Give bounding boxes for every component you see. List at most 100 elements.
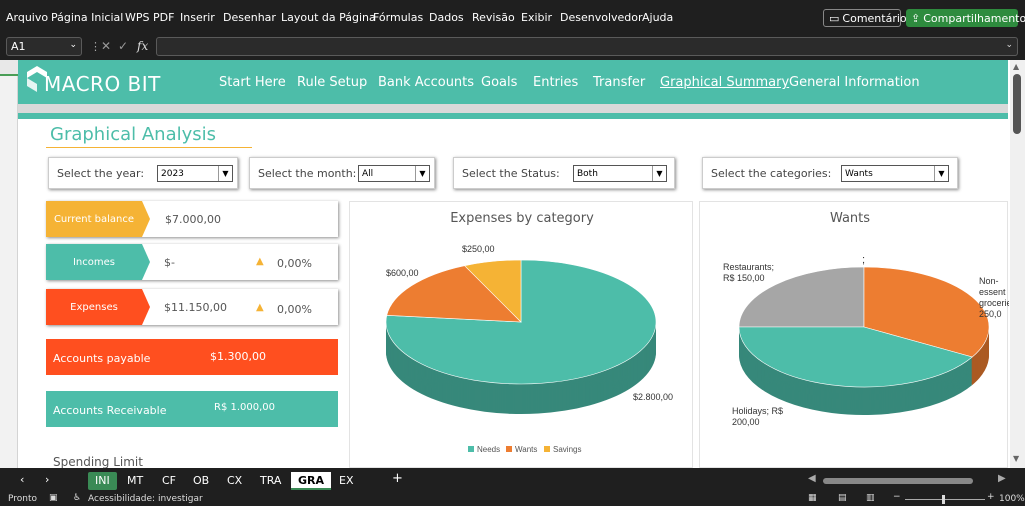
menu-desenvolvedor[interactable]: Desenvolvedor [560,11,643,24]
menu-layout[interactable]: Layout da Página [281,11,376,24]
comment-icon: ▭ [829,11,840,25]
nav-start-here[interactable]: Start Here [219,75,286,90]
add-sheet-icon[interactable]: + [392,471,403,486]
logo-text: MACRO BIT [44,72,161,96]
incomes-card: Incomes $- ▲ 0,00% [46,244,338,280]
dropdown-arrow-icon[interactable]: ▼ [934,166,948,181]
nav-goals[interactable]: Goals [481,75,518,90]
pie-chart-2: Restaurants; R$ 150,00 Holidays; R$ 200,00 N… [723,254,1009,427]
chevron-down-icon[interactable]: ⌄ [1005,40,1013,50]
chart-title: Wants [829,211,871,226]
formula-input[interactable]: ⌄ [156,37,1018,56]
dropdown-arrow-icon[interactable]: ▼ [218,166,232,181]
tab-ex[interactable]: EX [339,474,354,487]
data-label: $250,00 [462,244,495,254]
zoom-in-icon[interactable]: + [987,492,995,502]
nav-bank-accounts[interactable]: Bank Accounts [378,75,475,90]
nav-general-information[interactable]: General Information [789,75,920,90]
comments-button[interactable]: ▭ Comentários [823,9,912,27]
menu-revisao[interactable]: Revisão [472,11,515,24]
month-select-value: All [362,169,374,179]
share-button[interactable]: ⇪ Compartilhamento ▾ [906,9,1025,27]
status-select[interactable]: Both ▼ [573,165,667,182]
scroll-down-icon[interactable]: ▼ [1013,454,1020,463]
expenses-percent: 0,00% [277,303,312,316]
scroll-thumb[interactable] [1013,74,1021,134]
name-box[interactable]: A1 ⌄ [6,37,82,56]
menu-desenhar[interactable]: Desenhar [223,11,276,24]
page-layout-icon[interactable]: ▤ [838,493,847,503]
expenses-by-category-chart[interactable]: Expenses by category $2.800,00 $600,00 $25… [349,201,693,468]
menu-inserir[interactable]: Inserir [180,11,215,24]
confirm-icon[interactable]: ✓ [118,39,129,53]
selected-row-marker[interactable] [0,60,18,76]
month-filter: Select the month: All ▼ [249,157,435,189]
tab-mt[interactable]: MT [127,474,144,487]
accessibility-status[interactable]: Acessibilidade: investigar [88,494,203,504]
page-title: Graphical Analysis [50,124,217,145]
normal-view-icon[interactable]: ▦ [808,493,817,503]
accounts-payable-label: Accounts payable [53,352,151,365]
legend-label: Wants [515,445,537,454]
accounts-payable-card: Accounts payable $1.300,00 [46,339,338,375]
title-underline [46,147,252,148]
nav-entries[interactable]: Entries [533,75,579,90]
categories-select[interactable]: Wants ▼ [841,165,949,182]
zoom-slider[interactable] [905,499,985,500]
nav-rule-setup[interactable]: Rule Setup [297,75,368,90]
scroll-right-icon[interactable]: ▶ [998,473,1006,484]
incomes-label: Incomes [46,244,142,280]
menu-ajuda[interactable]: Ajuda [642,11,674,24]
tab-cx[interactable]: CX [227,474,243,487]
year-select[interactable]: 2023 ▼ [157,165,233,182]
status-filter-label: Select the Status: [462,167,560,180]
menu-formulas[interactable]: Fórmulas [373,11,424,24]
incomes-percent: 0,00% [277,257,312,270]
header-banner: MACRO BIT Start Here Rule Setup Bank Acc… [18,60,1008,104]
zoom-slider-thumb[interactable] [942,495,945,504]
header-accent-bar [18,113,1008,119]
triangle-up-icon: ▲ [256,256,264,267]
month-select[interactable]: All ▼ [358,165,430,182]
data-label: Holidays; R$ 200,00 [732,406,783,427]
accounts-receivable-card: Accounts Receivable R$ 1.000,00 [46,391,338,427]
tab-gra[interactable]: GRA [291,472,332,490]
accessibility-icon[interactable]: ♿ [73,493,82,503]
wants-chart[interactable]: Wants Restaurants; R$ 150,00 Holidays; R$ 2… [699,201,1009,468]
tab-prev-icon[interactable]: ‹ [20,473,25,486]
scroll-left-icon[interactable]: ◀ [808,473,816,484]
scroll-up-icon[interactable]: ▲ [1013,62,1020,71]
horizontal-scroll-thumb[interactable] [823,478,973,484]
tab-next-icon[interactable]: › [45,473,50,486]
page-break-icon[interactable]: ▥ [866,493,875,503]
categories-filter: Select the categories: Wants ▼ [702,157,958,189]
tab-cf[interactable]: CF [162,474,177,487]
status-filter: Select the Status: Both ▼ [453,157,675,189]
macro-icon[interactable]: ▣ [49,493,58,503]
accounts-payable-value: $1.300,00 [210,350,266,363]
vertical-scrollbar[interactable]: ▲ ▼ [1010,60,1025,468]
menu-wps-pdf[interactable]: WPS PDF [125,11,175,24]
share-icon: ⇪ [911,11,921,25]
cancel-icon[interactable]: ✕ [101,39,112,53]
menu-arquivo[interactable]: Arquivo [6,11,49,24]
data-label: $2.800,00 [633,392,673,402]
function-icon[interactable]: fx [137,39,149,53]
tab-ob[interactable]: OB [193,474,210,487]
nav-transfer[interactable]: Transfer [593,75,646,90]
menu-dados[interactable]: Dados [429,11,464,24]
zoom-level: 100% [999,494,1025,504]
dropdown-arrow-icon[interactable]: ▼ [415,166,429,181]
card-pointer [142,201,150,237]
zoom-out-icon[interactable]: − [893,492,901,502]
legend-swatch [506,446,512,452]
nav-graphical-summary[interactable]: Graphical Summary [660,75,790,90]
data-label: $600,00 [386,268,419,278]
tab-tra[interactable]: TRA [260,474,282,487]
dropdown-arrow-icon[interactable]: ▼ [652,166,666,181]
menu-pagina-inicial[interactable]: Página Inicial [51,11,124,24]
row-header [0,60,18,468]
triangle-up-icon: ▲ [256,302,264,313]
tab-ini[interactable]: INI [88,472,117,490]
menu-exibir[interactable]: Exibir [521,11,553,24]
